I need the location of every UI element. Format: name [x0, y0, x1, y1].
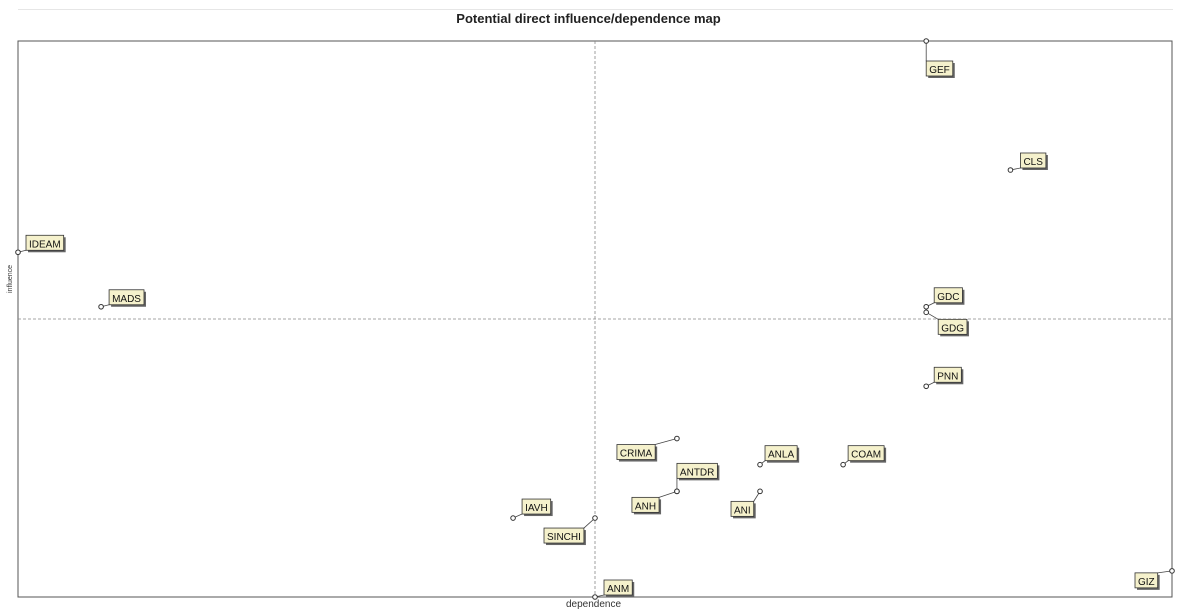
point-label: ANI	[734, 505, 751, 516]
data-point	[1169, 568, 1175, 574]
point-label: GEF	[929, 65, 950, 76]
leader-line	[655, 438, 678, 445]
label-box	[616, 444, 656, 460]
label-box	[933, 366, 962, 383]
label-box	[1020, 152, 1047, 169]
point-label: GDG	[941, 323, 964, 334]
label-box	[631, 496, 660, 513]
point-label: PNN	[937, 371, 958, 382]
label-box	[730, 500, 755, 517]
label-box	[521, 498, 552, 515]
data-point	[840, 461, 846, 468]
point-label: ANM	[607, 584, 629, 595]
label-box	[1134, 572, 1159, 589]
data-point	[923, 309, 929, 316]
label-box	[676, 462, 718, 479]
data-point	[757, 488, 763, 495]
point-label: CLS	[1023, 157, 1043, 168]
point-label: ANH	[635, 501, 656, 512]
label-box	[108, 289, 145, 306]
leader-line	[658, 490, 678, 498]
point-label: GIZ	[1138, 577, 1155, 588]
data-point	[98, 303, 104, 310]
label-box	[925, 60, 954, 77]
data-point	[923, 38, 929, 44]
label-box	[937, 318, 968, 335]
label-box	[847, 445, 885, 462]
label-box	[25, 234, 65, 251]
point-label: SINCHI	[547, 532, 581, 543]
point-label: ANTDR	[680, 467, 714, 478]
point-label: MADS	[112, 294, 141, 305]
data-point	[674, 488, 680, 495]
point-label: GDC	[937, 292, 959, 303]
data-point	[923, 383, 929, 390]
top-rule	[18, 9, 1173, 10]
data-point	[757, 461, 763, 468]
y-axis-label: influence	[7, 264, 14, 293]
point-label: ANLA	[768, 450, 794, 461]
label-box	[603, 579, 633, 596]
point-label: CRIMA	[620, 449, 653, 460]
data-point	[674, 435, 680, 442]
point-label: IAVH	[525, 503, 548, 514]
data-point	[592, 515, 598, 521]
data-point	[1007, 167, 1014, 173]
label-box	[933, 287, 963, 304]
data-point	[592, 594, 598, 600]
data-point	[923, 303, 929, 310]
x-axis-label: dependence	[566, 599, 622, 610]
chart-title: Potential direct influence/dependence ma…	[456, 11, 721, 26]
label-box	[764, 445, 798, 462]
data-point	[15, 249, 21, 256]
point-label: COAM	[851, 450, 881, 461]
point-label: IDEAM	[29, 239, 61, 250]
data-point	[510, 515, 516, 521]
label-box	[543, 527, 585, 544]
